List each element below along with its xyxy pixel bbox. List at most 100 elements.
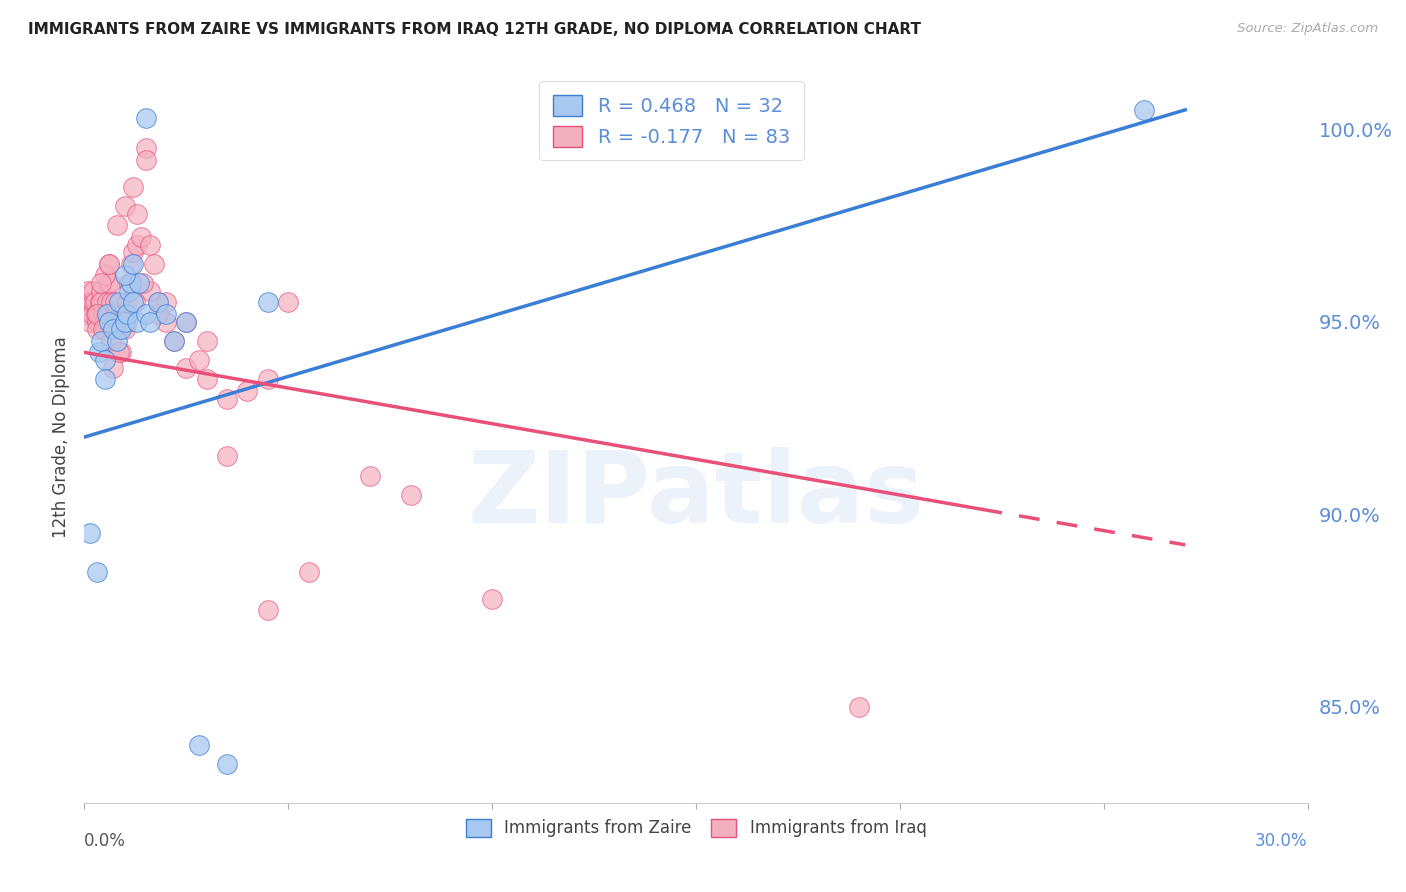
Point: [90, 334, 112, 348]
Point: [82, 284, 104, 298]
Point: [257, 372, 280, 386]
Point: [103, 307, 125, 321]
Point: [105, 315, 128, 329]
Point: [105, 219, 128, 233]
Point: [114, 322, 136, 336]
Point: [155, 315, 177, 329]
Point: [91, 307, 114, 321]
Text: 0.0%: 0.0%: [84, 832, 127, 850]
Point: [86, 315, 108, 329]
Point: [90, 295, 112, 310]
Point: [138, 315, 160, 329]
Point: [236, 384, 259, 398]
Point: [97, 257, 120, 271]
Point: [108, 295, 131, 310]
Text: ZIPatlas: ZIPatlas: [468, 447, 924, 544]
Point: [94, 307, 117, 321]
Point: [128, 276, 150, 290]
Point: [86, 565, 108, 579]
Point: [110, 315, 132, 329]
Point: [135, 153, 157, 167]
Point: [118, 276, 141, 290]
Point: [298, 565, 321, 579]
Point: [114, 268, 136, 283]
Point: [146, 295, 169, 310]
Point: [118, 284, 141, 298]
Point: [75, 307, 97, 321]
Point: [93, 372, 115, 386]
Point: [138, 237, 160, 252]
Point: [124, 295, 146, 310]
Text: IMMIGRANTS FROM ZAIRE VS IMMIGRANTS FROM IRAQ 12TH GRADE, NO DIPLOMA CORRELATION: IMMIGRANTS FROM ZAIRE VS IMMIGRANTS FROM…: [28, 22, 921, 37]
Point: [104, 295, 127, 310]
Point: [481, 591, 503, 606]
Point: [131, 230, 153, 244]
Point: [101, 322, 124, 336]
Point: [80, 307, 103, 321]
Point: [93, 353, 115, 368]
Point: [77, 295, 100, 310]
Point: [174, 360, 197, 375]
Point: [93, 268, 115, 283]
Point: [142, 257, 165, 271]
Point: [86, 322, 108, 336]
Point: [187, 738, 209, 752]
Point: [105, 334, 128, 348]
Point: [122, 295, 145, 310]
Point: [155, 307, 177, 321]
Point: [217, 450, 239, 464]
Y-axis label: 12th Grade, No Diploma: 12th Grade, No Diploma: [52, 336, 70, 538]
Point: [87, 345, 110, 359]
Point: [138, 284, 160, 298]
Point: [86, 307, 108, 321]
Point: [122, 245, 145, 260]
Point: [101, 360, 124, 375]
Point: [127, 207, 149, 221]
Point: [82, 295, 104, 310]
Point: [127, 315, 149, 329]
Point: [155, 295, 177, 310]
Point: [217, 392, 239, 406]
Point: [87, 307, 110, 321]
Point: [127, 237, 149, 252]
Point: [110, 322, 132, 336]
Point: [257, 295, 280, 310]
Point: [93, 322, 115, 336]
Point: [848, 699, 870, 714]
Point: [132, 276, 155, 290]
Point: [97, 315, 120, 329]
Point: [84, 307, 107, 321]
Point: [122, 257, 145, 271]
Point: [115, 307, 138, 321]
Point: [163, 334, 186, 348]
Point: [114, 315, 136, 329]
Point: [1133, 103, 1156, 117]
Point: [399, 488, 422, 502]
Point: [101, 315, 124, 329]
Point: [108, 345, 131, 359]
Text: Source: ZipAtlas.com: Source: ZipAtlas.com: [1237, 22, 1378, 36]
Point: [96, 315, 118, 329]
Point: [96, 307, 118, 321]
Point: [195, 372, 218, 386]
Point: [97, 257, 120, 271]
Point: [90, 284, 112, 298]
Point: [100, 295, 122, 310]
Point: [114, 199, 136, 213]
Point: [174, 315, 197, 329]
Point: [112, 307, 135, 321]
Point: [135, 111, 157, 125]
Point: [359, 468, 381, 483]
Point: [110, 345, 132, 359]
Point: [195, 334, 218, 348]
Point: [79, 526, 101, 541]
Point: [91, 322, 114, 336]
Point: [76, 295, 98, 310]
Legend: Immigrants from Zaire, Immigrants from Iraq: Immigrants from Zaire, Immigrants from I…: [457, 810, 935, 846]
Point: [135, 307, 157, 321]
Point: [93, 315, 115, 329]
Point: [146, 307, 169, 321]
Point: [83, 295, 105, 310]
Point: [96, 295, 118, 310]
Point: [77, 284, 100, 298]
